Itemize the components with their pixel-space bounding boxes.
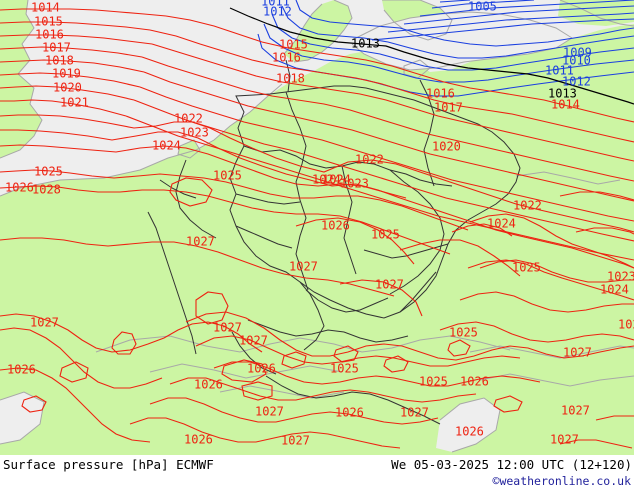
contour-label: 1026 bbox=[184, 433, 213, 447]
contour-label: 1023 bbox=[340, 177, 369, 191]
contour-label: 1016 bbox=[426, 87, 455, 101]
contour-label: 1022 bbox=[355, 153, 384, 167]
contour-label: 1022 bbox=[174, 112, 203, 126]
contour-label: 1013 bbox=[351, 37, 380, 51]
isobar-low-layer bbox=[257, 0, 634, 97]
contour-label: 1005 bbox=[468, 0, 497, 14]
contour-label: 1027 bbox=[289, 260, 318, 274]
contour-label: 1025 bbox=[512, 261, 541, 275]
contour-label: 1025 bbox=[34, 165, 63, 179]
contour-label: 1025 bbox=[449, 326, 478, 340]
contour-label: 1024 bbox=[312, 173, 341, 187]
contour-label: 1026 bbox=[460, 375, 489, 389]
contour-label: 1016 bbox=[35, 28, 64, 42]
contour-label: 1012 bbox=[263, 5, 292, 19]
contour-label: 1026 bbox=[194, 378, 223, 392]
contour-label: 1022 bbox=[513, 199, 542, 213]
contour-label: 1024 bbox=[322, 173, 351, 187]
land-layer bbox=[0, 0, 634, 455]
contour-label: 1027 bbox=[550, 433, 579, 447]
contour-label: 1025 bbox=[419, 375, 448, 389]
contour-label: 1027 bbox=[213, 321, 242, 335]
contour-label: 1018 bbox=[45, 54, 74, 68]
contour-label: 1018 bbox=[276, 72, 305, 86]
contour-label: 1020 bbox=[53, 81, 82, 95]
contour-label: 1025 bbox=[371, 228, 400, 242]
contour-label: 1024 bbox=[152, 139, 181, 153]
footer-title: Surface pressure [hPa] ECMWF bbox=[3, 457, 214, 472]
contour-label: 1026 bbox=[335, 406, 364, 420]
contour-label: 1028 bbox=[32, 183, 61, 197]
map-canvas[interactable]: 1014 1014 1015 1015 1016 1016 1017 1017 1018 1018… bbox=[0, 0, 634, 455]
contour-label: 1019 bbox=[52, 67, 81, 81]
contour-label: 1020 bbox=[432, 140, 461, 154]
contour-label: 1024 bbox=[600, 283, 629, 297]
footer-valid-time: We 05-03-2025 12:00 UTC (12+120) bbox=[391, 457, 632, 472]
contour-label: 1026 bbox=[247, 362, 276, 376]
contour-label: 1015 bbox=[34, 15, 63, 29]
contour-label: 1023 bbox=[607, 270, 634, 284]
contour-label: 1027 bbox=[375, 278, 404, 292]
contour-label: 1026 bbox=[455, 425, 484, 439]
contour-label: 1027 bbox=[186, 235, 215, 249]
footer-copyright[interactable]: ©weatheronline.co.uk bbox=[492, 474, 631, 488]
contour-label: 1026 bbox=[321, 219, 350, 233]
contour-label: 1015 bbox=[279, 38, 308, 52]
contour-label: 1011 bbox=[261, 0, 290, 9]
contour-label: 1013 bbox=[548, 87, 577, 101]
contour-label: 1027 bbox=[281, 434, 310, 448]
contour-label: 1021 bbox=[60, 96, 89, 110]
contour-label: 1024 bbox=[487, 217, 516, 231]
sea-inlet-layer bbox=[0, 12, 572, 452]
contour-label: 1027 bbox=[239, 334, 268, 348]
contour-label: 1026 bbox=[5, 181, 34, 195]
contour-label: 1026 bbox=[7, 363, 36, 377]
map-footer: Surface pressure [hPa] ECMWF We 05-03-20… bbox=[0, 455, 634, 490]
pressure-contour-map[interactable]: 1014101410151015101610161017101710181018… bbox=[0, 0, 634, 455]
contour-label: 1017 bbox=[434, 101, 463, 115]
contour-label: 1023 bbox=[180, 126, 209, 140]
contour-label: 1009 bbox=[563, 46, 592, 60]
contour-label: 1027 bbox=[30, 316, 59, 330]
contour-label: 1010 bbox=[562, 54, 591, 68]
contour-label: 1014 bbox=[31, 1, 60, 15]
contour-label: 1027 bbox=[255, 405, 284, 419]
contour-label: 1027 bbox=[561, 404, 590, 418]
isobar-high-layer bbox=[0, 8, 634, 449]
contour-label: 1012 bbox=[562, 75, 591, 89]
contour-label: 1025 bbox=[213, 169, 242, 183]
contour-label-layer: 1014101410151015101610161017101710181018… bbox=[5, 0, 634, 448]
contour-label: 1027 bbox=[400, 406, 429, 420]
contour-label: 1016 bbox=[272, 51, 301, 65]
contour-label: 1014 bbox=[551, 98, 580, 112]
contour-label: 1025 bbox=[330, 362, 359, 376]
contour-label: 1027 bbox=[563, 346, 592, 360]
contour-label: 1026 bbox=[618, 318, 634, 332]
contour-label: 1017 bbox=[42, 41, 71, 55]
isobar-base-layer bbox=[229, 7, 634, 105]
contour-label: 1011 bbox=[545, 64, 574, 78]
